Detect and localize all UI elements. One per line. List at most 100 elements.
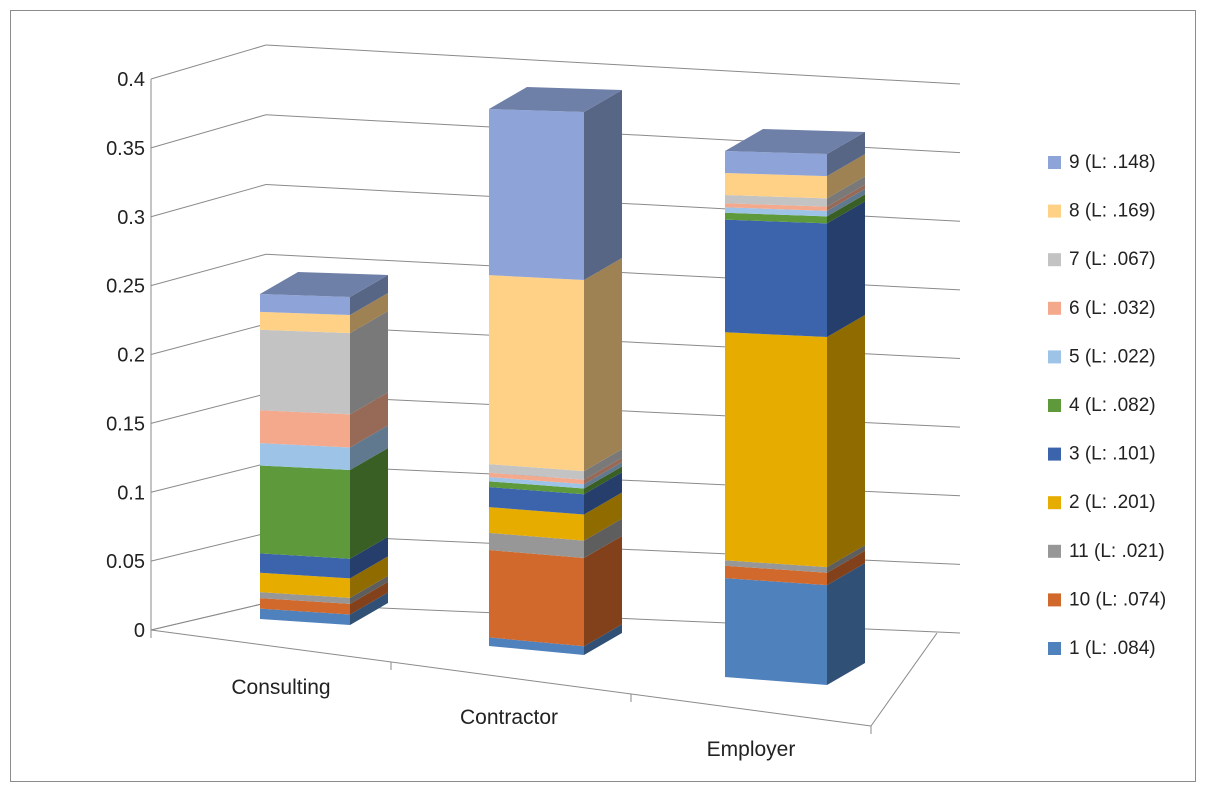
gridline-back: [265, 44, 961, 85]
bar-segment-side: [350, 556, 388, 598]
bar-segment-front: [489, 532, 584, 558]
bar-segment-front: [260, 311, 350, 334]
bar-segment-side: [827, 188, 865, 217]
bar-segment-front: [725, 172, 827, 199]
legend-swatch: [1048, 204, 1061, 218]
floor-right-edge: [870, 632, 938, 727]
bar-segment-top: [260, 272, 388, 297]
bar-segment-side: [350, 275, 388, 316]
legend-entry-label: 2 (L: .201): [1069, 492, 1156, 513]
bar-segment-front: [725, 203, 827, 211]
axis-labels: 0 0.05 0.1 0.15 0.2 0.25 0.3 0.35 0.4 Consulting C…: [106, 69, 795, 761]
bar-segment-front: [260, 465, 350, 559]
legend-entry-label: 1 (L: .084): [1069, 638, 1156, 659]
gridline-side: [150, 323, 267, 355]
bar-segment-side: [584, 90, 622, 280]
bar-segment-side: [584, 472, 622, 515]
bar-segment-side: [350, 592, 388, 625]
legend-entry-label: 9 (L: .148): [1069, 152, 1156, 173]
bar-segment-front: [260, 443, 350, 471]
x-axis-front-edge: [150, 629, 872, 727]
bars: [260, 87, 865, 685]
y-tick-label: 0.1: [117, 482, 145, 504]
bar-segment-front: [725, 207, 827, 217]
bar-segment-front: [260, 598, 350, 615]
floor-left-edge: [150, 602, 267, 631]
legend-entry-label: 8 (L: .169): [1069, 201, 1156, 222]
gridline-side: [150, 253, 267, 287]
bar-segment-top: [489, 87, 622, 112]
bar-segment-front: [725, 212, 827, 224]
legend-swatch: [1048, 544, 1061, 558]
legend-entry-label: 4 (L: .082): [1069, 395, 1156, 416]
legend-entry-label: 3 (L: .101): [1069, 444, 1156, 465]
bar-segment-front: [489, 472, 584, 485]
y-tick-label: 0.35: [106, 138, 145, 160]
stacked-3d-bar-chart: 0 0.05 0.1 0.15 0.2 0.25 0.3 0.35 0.4 Consulting C…: [106, 44, 1166, 761]
bar-segment-side: [827, 154, 865, 199]
bar-segment-front: [725, 194, 827, 207]
bar-segment-side: [827, 550, 865, 586]
y-tick-label: 0.3: [117, 207, 145, 229]
y-tick-label: 0.2: [117, 345, 145, 367]
bar-segment-side: [827, 315, 865, 568]
legend-entry-label: 10 (L: .074): [1069, 589, 1166, 610]
bar-segment-front: [260, 294, 350, 316]
bar-segment-side: [827, 184, 865, 211]
gridline-side: [150, 44, 267, 80]
gridline-side: [150, 114, 267, 149]
bar-segment-front: [489, 637, 584, 655]
legend-entry-label: 11 (L: .021): [1069, 541, 1165, 562]
bar-segment-front: [725, 560, 827, 573]
legend-entry-label: 7 (L: .067): [1069, 249, 1156, 270]
bar-segment-front: [489, 507, 584, 541]
bar-segment-side: [827, 563, 865, 685]
bar-segment-side: [350, 425, 388, 471]
bar-segment-front: [725, 578, 827, 685]
bar-segment-front: [489, 487, 584, 515]
legend-swatch: [1048, 496, 1061, 510]
bar-segment-side: [584, 492, 622, 541]
legend-entry-label: 5 (L: .022): [1069, 346, 1156, 367]
bar-segment-side: [584, 624, 622, 655]
y-tick-label: 0: [134, 620, 145, 642]
bar-segment-side: [827, 545, 865, 573]
bar-segment-side: [584, 535, 622, 647]
bar-segment-front: [489, 109, 584, 280]
bar-segment-front: [489, 550, 584, 647]
x-category-label: Employer: [707, 738, 796, 761]
legend-entry-label: 6 (L: .032): [1069, 298, 1156, 319]
bar-segment-side: [584, 257, 622, 472]
bar-segment-side: [827, 201, 865, 338]
bar-segment-front: [725, 219, 827, 338]
bar-segment-front: [489, 477, 584, 489]
y-tick-label: 0.15: [106, 413, 145, 435]
legend-swatch: [1048, 156, 1061, 169]
bar-segment-side: [584, 466, 622, 495]
bar-segment-top: [725, 129, 865, 154]
gridline-side: [150, 532, 267, 562]
bar-segment-side: [584, 457, 622, 485]
bar-segment-side: [827, 132, 865, 177]
bar-segment-front: [260, 608, 350, 625]
bar-segment-side: [350, 536, 388, 579]
bar-segment-front: [260, 553, 350, 579]
legend-swatch: [1048, 447, 1061, 461]
bar-segment-front: [489, 481, 584, 495]
bar-segment-side: [350, 293, 388, 334]
y-tick-label: 0.05: [106, 551, 145, 573]
bar-segment-side: [350, 448, 388, 559]
legend-swatch: [1048, 642, 1061, 655]
legend-swatch: [1048, 301, 1061, 315]
bar-segment-front: [725, 565, 827, 586]
bar-segment-front: [725, 332, 827, 568]
axes: [150, 79, 938, 734]
bar-segment-side: [584, 462, 622, 489]
bar-segment-front: [725, 151, 827, 177]
legend-swatch: [1048, 350, 1061, 364]
legend-swatch: [1048, 253, 1061, 267]
gridline-side: [150, 463, 267, 493]
legend-swatch: [1048, 399, 1061, 412]
bar-segment-side: [827, 176, 865, 207]
chart-frame: 0 0.05 0.1 0.15 0.2 0.25 0.3 0.35 0.4 Consulting C…: [10, 10, 1196, 782]
